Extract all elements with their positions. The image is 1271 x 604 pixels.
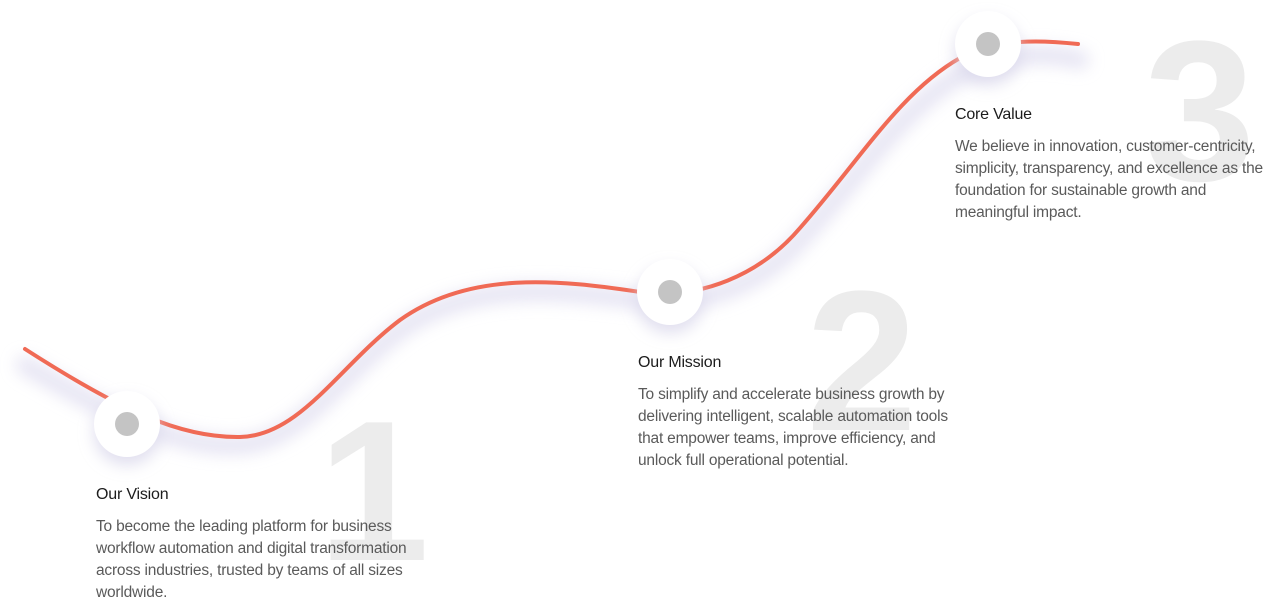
marker-1 bbox=[94, 391, 160, 457]
marker-2 bbox=[637, 259, 703, 325]
step-description: To simplify and accelerate business grow… bbox=[638, 386, 948, 469]
step-description: To become the leading platform for busin… bbox=[96, 518, 407, 601]
step-mission: Our Mission To simplify and accelerate b… bbox=[638, 354, 963, 472]
step-number-1: 1 bbox=[318, 380, 429, 603]
timeline-path bbox=[23, 39, 1080, 440]
step-number-2: 2 bbox=[806, 250, 917, 473]
step-number-3: 3 bbox=[1144, 0, 1255, 223]
step-vision: Our Vision To become the leading platfor… bbox=[96, 486, 416, 604]
step-title: Our Mission bbox=[638, 354, 722, 371]
marker-3 bbox=[955, 11, 1021, 77]
step-description: We believe in innovation, customer-centr… bbox=[955, 138, 1263, 221]
step-title: Core Value bbox=[955, 106, 1032, 123]
step-core-value: Core Value We believe in innovation, cus… bbox=[955, 106, 1271, 224]
step-title: Our Vision bbox=[96, 486, 169, 503]
